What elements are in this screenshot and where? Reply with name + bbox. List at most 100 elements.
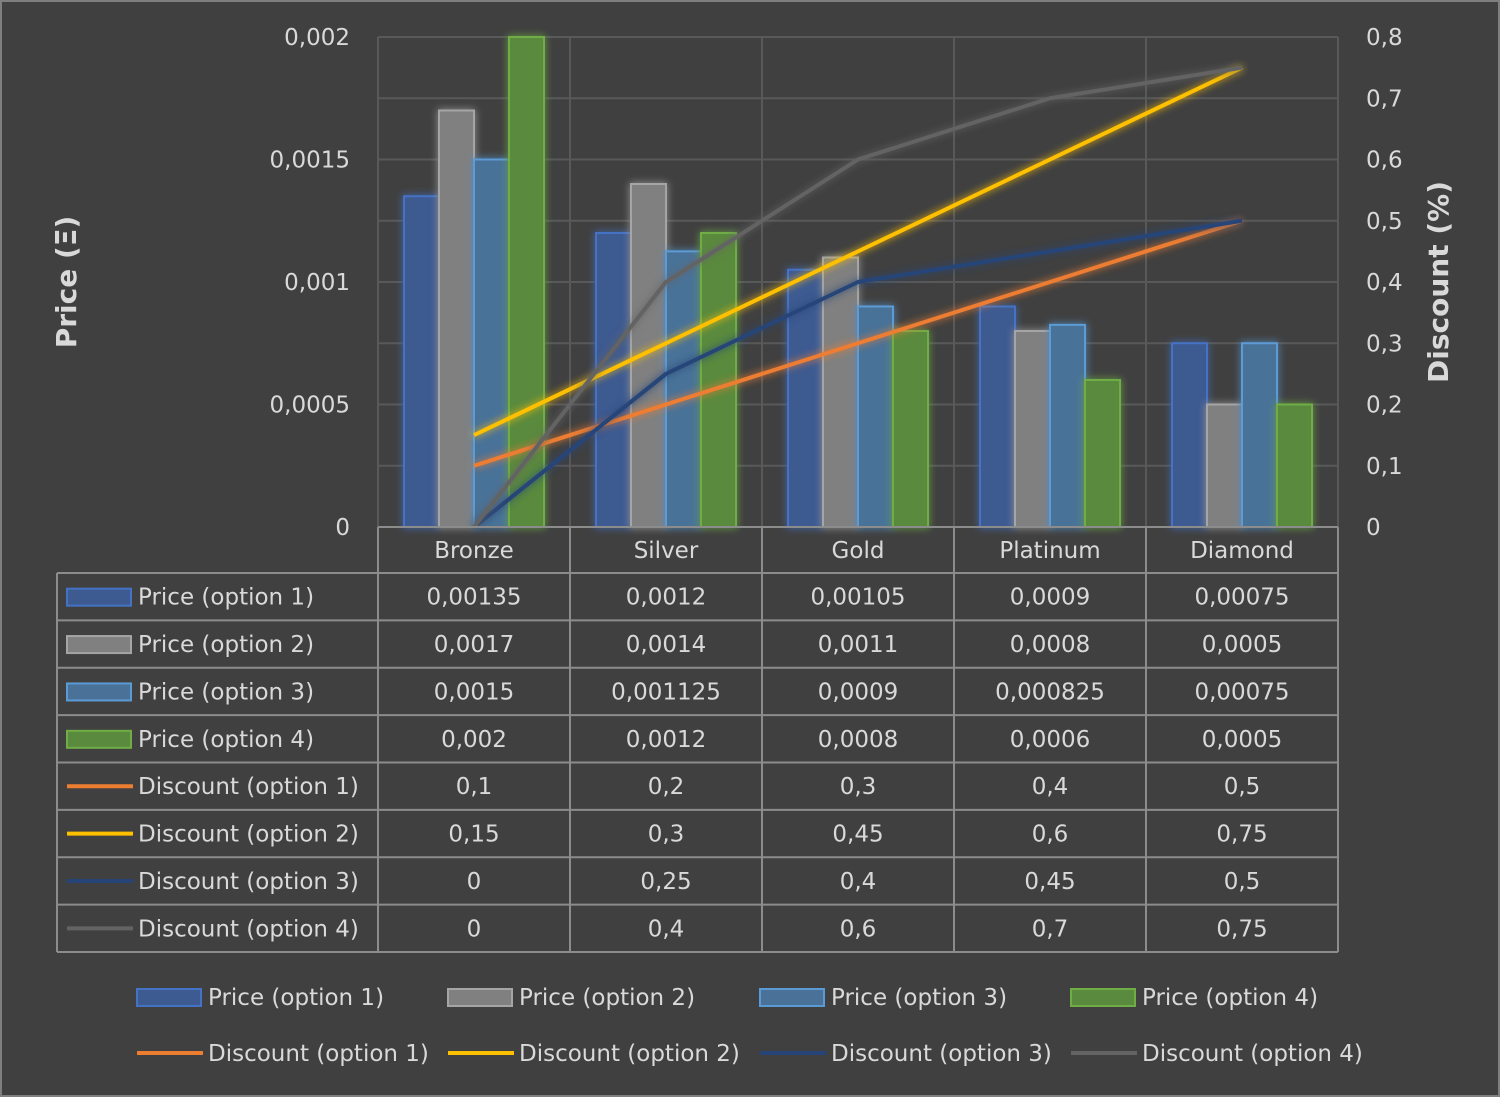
table-series-label: Price (option 4) [138,727,314,753]
legend-item-label: Price (option 3) [831,985,1007,1011]
table-cell: 0,75 [1216,822,1267,848]
line-discount-option-2 [473,65,1243,437]
table-cell: 0,0008 [1010,632,1090,658]
category-label: Silver [634,538,699,564]
legend-key-bar [66,682,132,702]
y2-tick-label: 0,2 [1366,393,1403,419]
table-cell: 0,1 [456,774,493,800]
y2-tick-label: 0,4 [1366,270,1403,296]
legend-key-bar [759,988,825,1007]
bar-price-option-3 [665,250,702,528]
table-cell: 0 [467,869,482,895]
legend-key-bar [66,635,132,655]
bar-price-option-4 [700,232,737,528]
legend: Price (option 1) Price (option 2) Price (o… [136,985,1363,1067]
bar-price-option-4 [1276,403,1313,528]
y-tick-label: 0,0005 [270,393,350,419]
table-cell: 0,0005 [1202,727,1282,753]
legend-item-label: Discount (option 4) [1142,1041,1363,1067]
table-cell: 0,0017 [434,632,514,658]
table-cell: 0,45 [1024,869,1075,895]
table-cell: 0,4 [1032,774,1069,800]
category-label: Diamond [1190,538,1294,564]
table-cell: 0,6 [1032,822,1069,848]
legend-item-label: Price (option 4) [1142,985,1318,1011]
bar-price-option-1 [595,232,632,528]
table-series-label: Discount (option 4) [138,916,359,942]
legend-item-label: Price (option 2) [519,985,695,1011]
table-cell: 0,0009 [818,679,898,705]
y2-tick-label: 0,6 [1366,148,1403,174]
table-cell: 0,00075 [1194,585,1289,611]
y-tick-label: 0,001 [284,270,350,296]
bar-price-option-4 [1084,379,1121,528]
table-cell: 0,7 [1032,916,1069,942]
legend-key-bar [66,729,132,749]
y2-tick-label: 0,3 [1366,331,1403,357]
table-cell: 0,001125 [611,679,721,705]
table-cell: 0,3 [840,774,877,800]
legend-key-bar [136,988,202,1007]
table-series-label: Price (option 3) [138,679,314,705]
axes: 0 0,0005 0,001 0,0015 0,002 0 0,1 0,2 0,3 0,4 0,5 0… [270,25,1403,541]
legend-item-label: Price (option 1) [208,985,384,1011]
y-axis-title: Price (Ξ) [50,216,83,349]
table-cell: 0,0012 [626,727,706,753]
table-cell: 0,00135 [426,585,521,611]
table-series-label: Discount (option 1) [138,774,359,800]
table-cell: 0,6 [840,916,877,942]
legend-item-label: Discount (option 3) [831,1041,1052,1067]
lines [472,65,1243,529]
bar-price-option-2 [1206,403,1243,528]
bar-price-option-2 [1014,330,1051,528]
line-discount-option-3 [472,218,1243,529]
table-cell: 0,000825 [995,679,1105,705]
y-tick-label: 0,0015 [270,148,350,174]
table-cell: 0,5 [1224,869,1261,895]
bar-price-option-1 [403,195,440,528]
y2-tick-label: 0,5 [1366,209,1403,235]
table-series-label: Price (option 2) [138,632,314,658]
table-cell: 0,4 [648,916,685,942]
table-cell: 0,75 [1216,916,1267,942]
table-cell: 0,00075 [1194,679,1289,705]
table-cell: 0,0009 [1010,585,1090,611]
table-cell: 0,0005 [1202,632,1282,658]
bar-price-option-3 [473,158,510,528]
table-series-label: Discount (option 3) [138,869,359,895]
table-cell: 0,0014 [626,632,706,658]
table-cell: 0,5 [1224,774,1261,800]
y2-axis-title: Discount (%) [1422,181,1455,383]
table-cell: 0,25 [640,869,691,895]
category-label: Bronze [434,538,514,564]
table-cell: 0,0012 [626,585,706,611]
legend-key-bar [1070,988,1136,1007]
table-cell: 0,3 [648,822,685,848]
bar-price-option-1 [1171,342,1208,528]
bar-price-option-2 [438,109,475,528]
table-cell: 0,0015 [434,679,514,705]
bar-price-option-4 [892,330,929,528]
y2-tick-label: 0,8 [1366,25,1403,51]
bar-price-option-2 [822,256,859,528]
table-series-label: Price (option 1) [138,585,314,611]
legend-key-bar [66,587,132,607]
table-cell: 0,2 [648,774,685,800]
table-cell: 0,002 [441,727,507,753]
table-cell: 0,0008 [818,727,898,753]
table-cell: 0 [467,916,482,942]
line-discount-option-4 [472,65,1243,529]
legend-key-bar [447,988,513,1007]
table-cell: 0,45 [832,822,883,848]
category-label: Gold [832,538,885,564]
legend-item-label: Discount (option 2) [519,1041,740,1067]
category-label: Platinum [999,538,1100,564]
y2-tick-label: 0,1 [1366,454,1403,480]
y-tick-label: 0,002 [284,25,350,51]
table-series-label: Discount (option 2) [138,822,359,848]
table-cell: 0,0006 [1010,727,1090,753]
table-cell: 0,15 [448,822,499,848]
bars [403,36,1313,528]
